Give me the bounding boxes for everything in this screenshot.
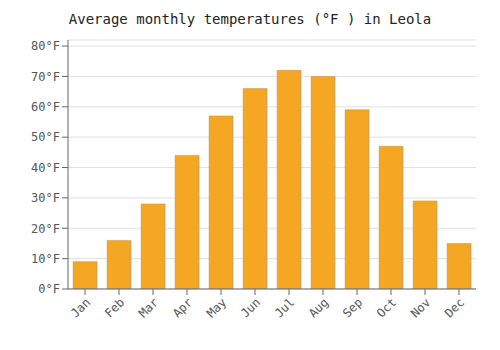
svg-text:0°F: 0°F bbox=[38, 282, 60, 296]
svg-text:40°F: 40°F bbox=[31, 161, 60, 175]
svg-text:Feb: Feb bbox=[102, 295, 127, 320]
svg-text:Dec: Dec bbox=[442, 295, 467, 320]
svg-text:50°F: 50°F bbox=[31, 130, 60, 144]
html-text:Average monthly temperatures (: Average monthly temperatures (°F ) in Le… bbox=[68, 11, 432, 27]
svg-text:20°F: 20°F bbox=[31, 222, 60, 236]
svg-text:Jun: Jun bbox=[238, 295, 263, 320]
svg-text:Jan: Jan bbox=[68, 295, 93, 320]
svg-text:10°F: 10°F bbox=[31, 252, 60, 266]
svg-text:Oct: Oct bbox=[374, 295, 399, 320]
svg-text:Apr: Apr bbox=[170, 295, 195, 320]
svg-text:Sep: Sep bbox=[340, 295, 365, 320]
svg-text:Jul: Jul bbox=[272, 295, 297, 320]
svg-text:60°F: 60°F bbox=[31, 100, 60, 114]
svg-text:Aug: Aug bbox=[306, 295, 331, 320]
svg-text:Nov: Nov bbox=[408, 295, 433, 320]
svg-text:30°F: 30°F bbox=[31, 191, 60, 205]
svg-text:70°F: 70°F bbox=[31, 70, 60, 84]
svg-text:May: May bbox=[204, 295, 229, 320]
svg-text:Mar: Mar bbox=[136, 295, 161, 320]
svg-text:80°F: 80°F bbox=[31, 39, 60, 53]
